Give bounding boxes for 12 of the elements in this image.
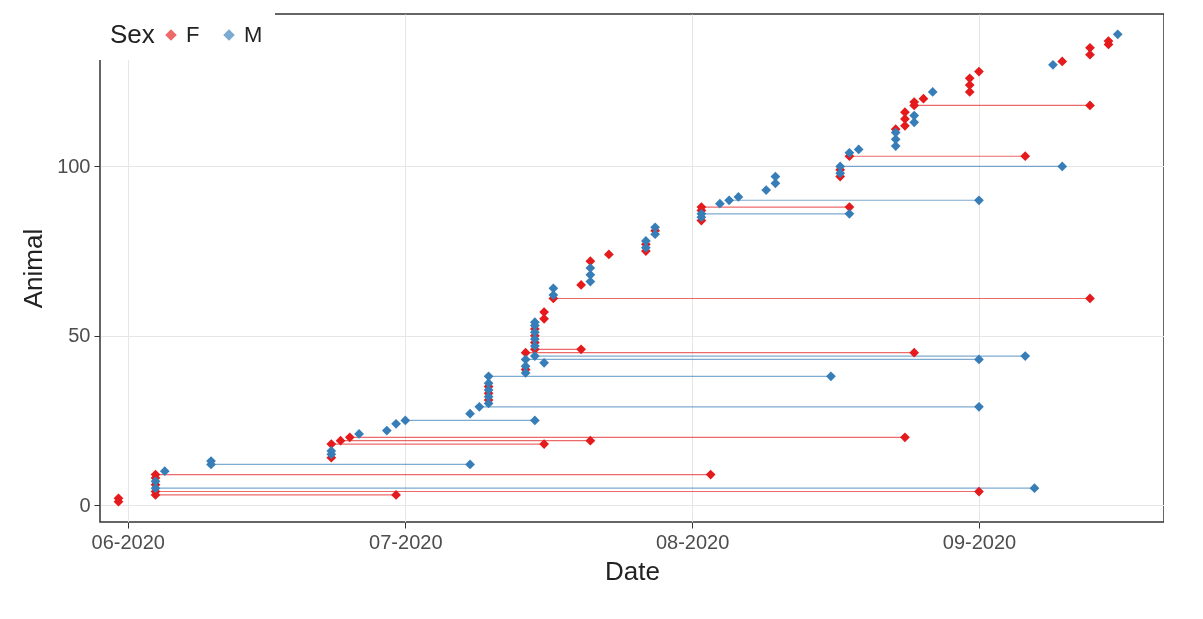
y-tick-label: 50 bbox=[68, 324, 91, 347]
x-axis-title: Date bbox=[605, 555, 660, 586]
legend-label: M bbox=[244, 22, 263, 47]
legend-label: F bbox=[186, 22, 200, 47]
x-tick-label: 08-2020 bbox=[655, 530, 730, 553]
y-axis-title: Animal bbox=[18, 228, 49, 309]
y-tick-label: 100 bbox=[57, 154, 91, 177]
legend-title: Sex bbox=[110, 19, 155, 49]
x-tick-label: 09-2020 bbox=[942, 530, 1017, 553]
y-tick-label: 0 bbox=[79, 493, 91, 516]
x-tick-label: 06-2020 bbox=[91, 530, 165, 553]
x-tick-label: 07-2020 bbox=[369, 530, 443, 553]
